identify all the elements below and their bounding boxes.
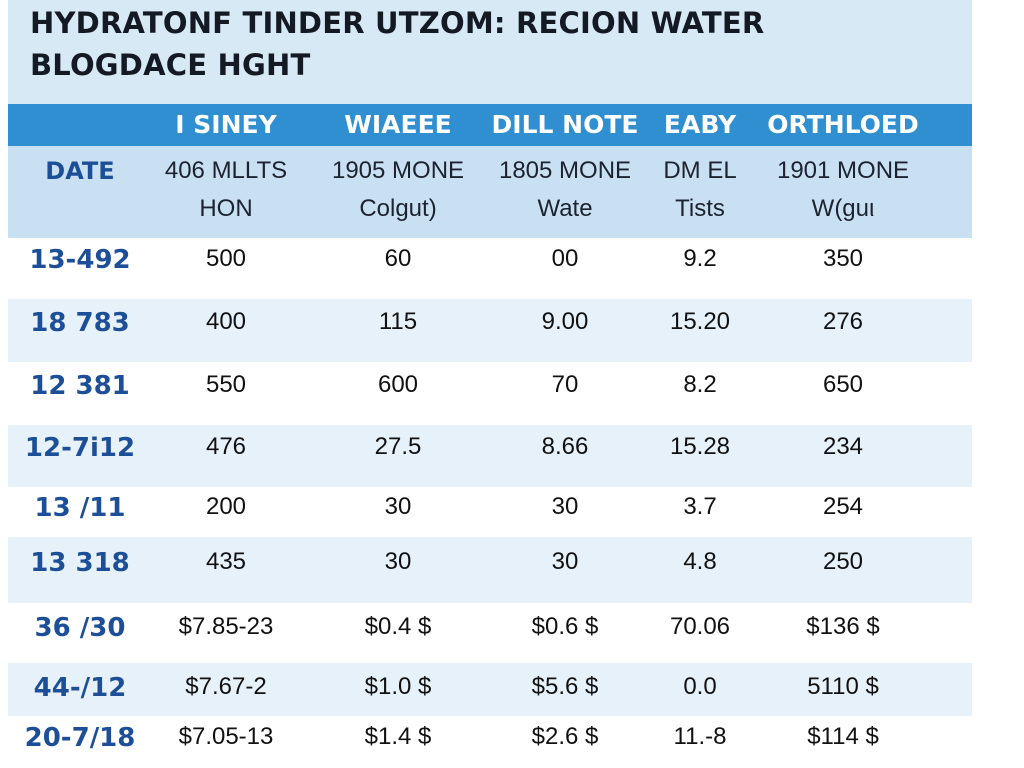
title-block: HYDRATONF TINDER UTZOM: RECION WATER BLO… (8, 0, 972, 104)
table-cell: 5110 $ (807, 673, 879, 700)
table-cell: 500 (205, 245, 247, 272)
table-cell: 254 (822, 493, 864, 520)
date-column-header: DATE (45, 157, 115, 185)
column-unit-label: 406 MLLTS (164, 157, 288, 184)
table-cell: $136 $ (806, 613, 880, 640)
table-cell: $1.0 $ (364, 673, 432, 700)
table-cell: 400 (205, 308, 247, 335)
row-date-label: 36 /30 (34, 613, 126, 643)
table-cell: 70.06 (669, 613, 731, 640)
table-cell: 8.2 (683, 371, 717, 398)
table-cell: 600 (377, 371, 419, 398)
column-header: EABY (663, 110, 737, 139)
table-row (8, 425, 972, 487)
table-cell: 11.-8 (673, 723, 727, 750)
table-cell: 276 (822, 308, 864, 335)
table-cell: 4.8 (683, 548, 717, 575)
table-title-line-1: HYDRATONF TINDER UTZOM: RECION WATER (30, 6, 765, 40)
table-cell: $7.85-23 (178, 613, 274, 640)
table-cell: 234 (822, 433, 864, 460)
table-row (8, 362, 972, 425)
row-date-label: 12 381 (30, 371, 130, 401)
column-unit-label: DM EL (663, 157, 737, 184)
table-cell: 8.66 (541, 433, 589, 460)
table-cell: 9.2 (683, 245, 717, 272)
row-date-label: 20-7/18 (24, 723, 136, 753)
column-header: DILL NOTE (491, 110, 639, 139)
table-row (8, 537, 972, 603)
table-row (8, 299, 972, 362)
table-cell: $0.6 $ (531, 613, 599, 640)
column-unit-label: 1805 MONE (498, 157, 632, 184)
table-cell: 00 (551, 245, 579, 272)
table-row (8, 487, 972, 537)
table-cell: $2.6 $ (531, 723, 599, 750)
table-cell: $114 $ (807, 723, 879, 750)
table-cell: 3.7 (683, 493, 717, 520)
table-cell: $5.6 $ (531, 673, 599, 700)
table-cell: 550 (205, 371, 247, 398)
row-date-label: 13-492 (29, 245, 131, 275)
row-date-label: 13 318 (30, 548, 130, 578)
column-unit-label: 1901 MONE (776, 157, 910, 184)
table-cell: 0.0 (683, 673, 717, 700)
unit-header-band (8, 146, 972, 238)
table-cell: 435 (205, 548, 247, 575)
table-cell: 476 (205, 433, 247, 460)
table-cell: 15.20 (669, 308, 731, 335)
table-cell: $1.4 $ (364, 723, 432, 750)
column-header-bar (8, 104, 972, 146)
table-cell: 30 (551, 548, 579, 575)
table-cell: $0.4 $ (364, 613, 432, 640)
table-row (8, 603, 972, 663)
table-cell: $7.05-13 (178, 723, 274, 750)
table-cell: 15.28 (669, 433, 731, 460)
table-cell: 30 (384, 493, 412, 520)
column-header: I SINEY (175, 110, 277, 139)
table-cell: 200 (205, 493, 247, 520)
column-unit-label: Tists (675, 195, 725, 222)
table-cell: 9.00 (541, 308, 589, 335)
table-cell: 60 (384, 245, 412, 272)
table-cell: 30 (384, 548, 412, 575)
column-header: ORTHLOED (767, 110, 919, 139)
table-cell: 30 (551, 493, 579, 520)
table-cell: 350 (822, 245, 864, 272)
column-unit-label: W(ɡuι (811, 195, 875, 222)
table-cell: 115 (378, 308, 418, 335)
table-cell: 650 (822, 371, 864, 398)
table-title-line-2: BLOGDACE HGHT (30, 48, 311, 82)
column-header: WIAEEE (344, 110, 452, 139)
column-unit-label: 1905 MONE (331, 157, 465, 184)
row-date-label: 18 783 (30, 308, 130, 338)
table-row (8, 716, 972, 768)
table-cell: 250 (822, 548, 864, 575)
table-cell: $7.67-2 (185, 673, 267, 700)
column-unit-label: Colɡut) (359, 195, 437, 222)
table-cell: 70 (551, 371, 579, 398)
column-unit-label: HON (199, 195, 253, 222)
table-cell: 27.5 (374, 433, 422, 460)
table-row (8, 238, 972, 299)
row-date-label: 44-/12 (33, 673, 127, 703)
row-date-label: 12-7ⅰ12 (24, 433, 136, 463)
table-row (8, 663, 972, 716)
column-unit-label: Wate (537, 195, 593, 222)
row-date-label: 13 /11 (34, 493, 126, 523)
